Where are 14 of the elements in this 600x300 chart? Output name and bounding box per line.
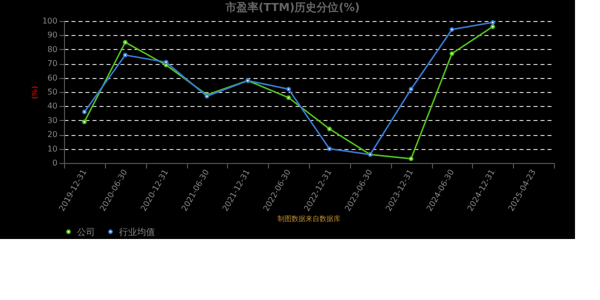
legend-label: 公司	[77, 226, 95, 238]
y-tick-label: 90	[47, 30, 58, 40]
chart-title: 市盈率(TTM)历史分位(%)	[224, 1, 360, 14]
y-tick-label: 0	[52, 158, 58, 168]
y-tick-label: 20	[47, 130, 58, 140]
y-tick-label: 60	[47, 73, 58, 82]
legend-label: 行业均值	[119, 226, 155, 238]
y-tick-label: 40	[47, 102, 58, 111]
y-tick-label: 30	[47, 116, 58, 125]
y-tick-label: 70	[47, 59, 58, 68]
y-tick-label: 50	[47, 88, 58, 96]
y-tick-label: 10	[47, 144, 58, 154]
y-tick-label: 100	[42, 16, 58, 26]
y-tick-label: 80	[47, 44, 58, 54]
